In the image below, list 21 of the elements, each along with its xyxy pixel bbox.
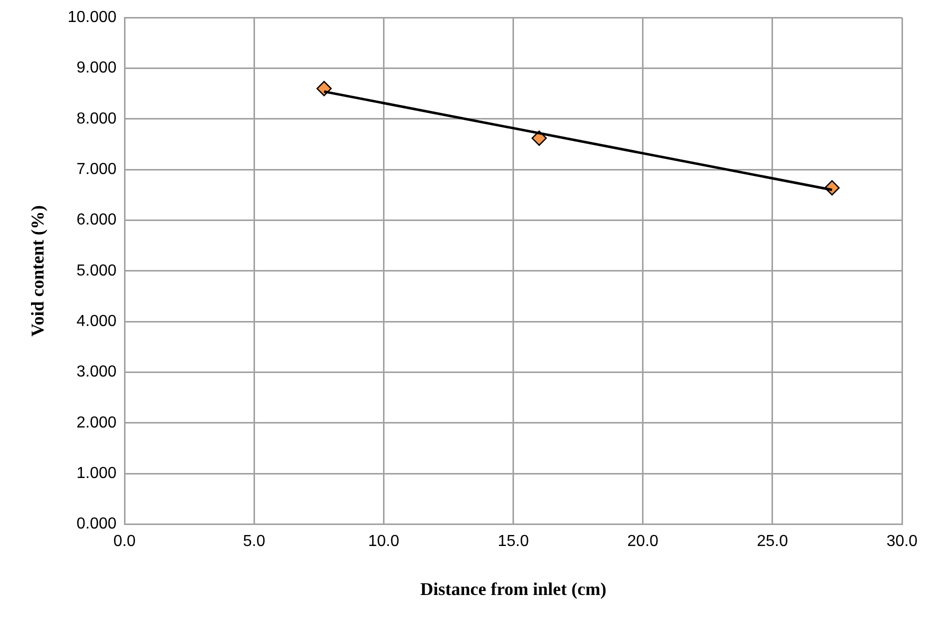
- y-tick-label: 7.000: [76, 160, 117, 178]
- x-tick-label: 25.0: [756, 533, 788, 550]
- x-axis-title: Distance from inlet (cm): [420, 578, 606, 599]
- y-tick-label: 10.000: [68, 9, 117, 26]
- y-tick-label: 4.000: [76, 312, 117, 330]
- x-tick-label: 10.0: [368, 533, 400, 550]
- x-tick-label: 20.0: [627, 533, 659, 550]
- x-tick-label: 15.0: [498, 533, 529, 550]
- y-tick-label: 8.000: [76, 110, 117, 128]
- y-tick-label: 2.000: [76, 414, 117, 432]
- y-axis-title: Void content (%): [27, 205, 48, 337]
- y-tick-label: 1.000: [76, 464, 117, 482]
- y-tick-label: 5.000: [76, 262, 117, 280]
- x-tick-label: 5.0: [242, 533, 266, 550]
- x-tick-label: 30.0: [886, 533, 918, 550]
- y-tick-label: 3.000: [76, 364, 117, 381]
- point: [316, 80, 332, 96]
- y-tick-label: 0.000: [76, 516, 117, 533]
- y-tick-label: 6.000: [76, 212, 117, 229]
- y-tick-label: 9.000: [76, 60, 117, 77]
- x-tick-label: 0.0: [113, 533, 136, 550]
